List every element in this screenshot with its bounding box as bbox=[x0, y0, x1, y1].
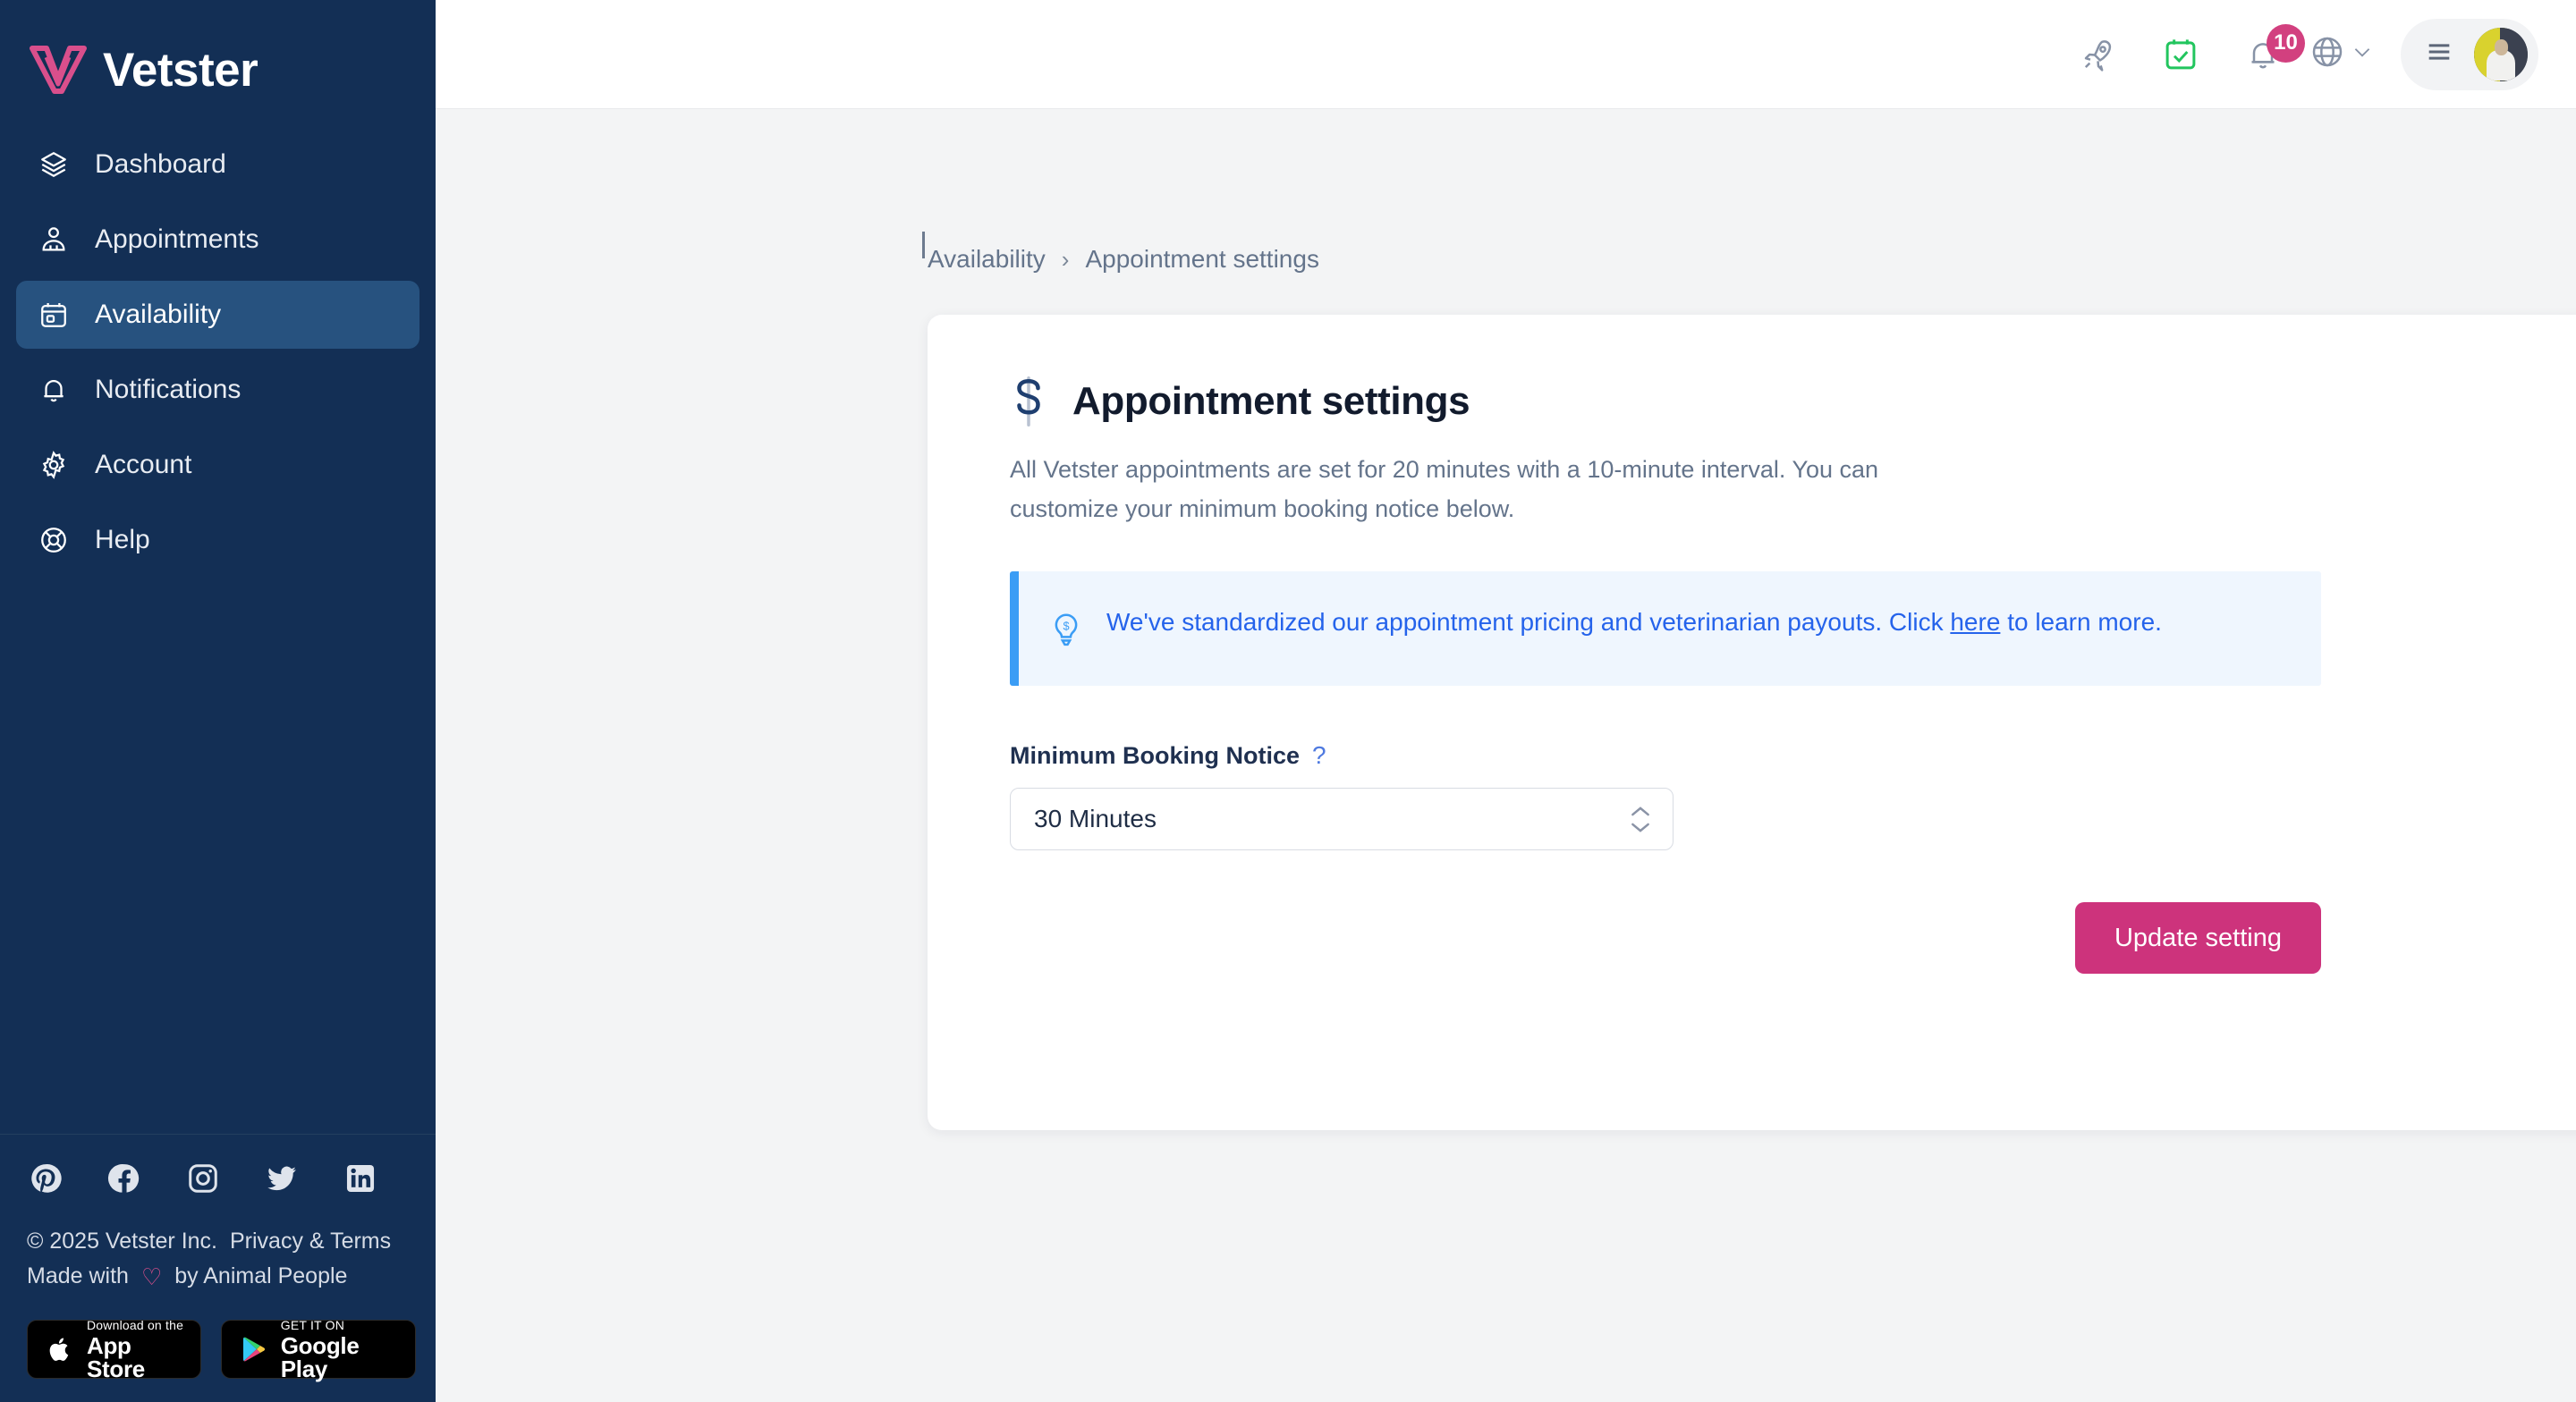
layers-icon bbox=[36, 147, 72, 182]
lifebuoy-icon bbox=[36, 522, 72, 558]
made-with-prefix: Made with bbox=[27, 1263, 129, 1289]
user-avatar bbox=[2474, 27, 2528, 81]
app-store-button[interactable]: Download on the App Store bbox=[27, 1317, 201, 1382]
facebook-icon[interactable] bbox=[107, 1161, 141, 1195]
banner-text-after: to learn more. bbox=[2007, 608, 2162, 637]
sidebar-item-appointments[interactable]: Appointments bbox=[16, 206, 419, 274]
chevron-down-icon bbox=[2351, 40, 2374, 68]
app-store-large-label: App Store bbox=[87, 1331, 145, 1382]
breadcrumb-clip-mark bbox=[922, 232, 925, 258]
brand-name: Vetster bbox=[103, 43, 258, 97]
instagram-icon[interactable] bbox=[186, 1161, 220, 1195]
calendar-check-icon[interactable] bbox=[2140, 13, 2222, 96]
up-down-chevron-icon bbox=[1630, 806, 1651, 833]
sidebar-item-label: Dashboard bbox=[95, 149, 226, 179]
user-menu-button[interactable] bbox=[2401, 18, 2538, 90]
breadcrumb-separator: › bbox=[1061, 245, 1070, 273]
select-value: 30 Minutes bbox=[1034, 805, 1157, 833]
social-links bbox=[20, 1161, 416, 1195]
heart-icon: ♡ bbox=[140, 1263, 163, 1290]
banner-text-before: We've standardized our appointment prici… bbox=[1106, 608, 1944, 637]
page-title: Appointment settings bbox=[1072, 379, 1470, 423]
calendar-icon bbox=[36, 297, 72, 333]
lightbulb-dollar-icon: $ bbox=[1049, 611, 1083, 652]
sidebar-nav: Dashboard Appointments bbox=[0, 131, 436, 581]
minimum-booking-notice-select[interactable]: 30 Minutes bbox=[1010, 788, 1674, 851]
update-setting-button[interactable]: Update setting bbox=[2074, 902, 2321, 975]
google-play-small-label: GET IT ON bbox=[280, 1317, 345, 1332]
svg-text:$: $ bbox=[1063, 621, 1069, 633]
sidebar-item-label: Account bbox=[95, 450, 192, 479]
rocket-icon[interactable] bbox=[2057, 13, 2140, 96]
breadcrumb-parent[interactable]: Availability bbox=[928, 245, 1046, 273]
sidebar-footer: © 2025 Vetster Inc. Privacy & Terms Made… bbox=[0, 1133, 436, 1402]
apple-icon bbox=[44, 1331, 76, 1367]
breadcrumb-current: Appointment settings bbox=[1085, 245, 1319, 273]
google-play-icon bbox=[238, 1331, 270, 1367]
sidebar-item-label: Help bbox=[95, 525, 150, 554]
footer-legal: © 2025 Vetster Inc. Privacy & Terms Made… bbox=[20, 1224, 416, 1295]
google-play-button[interactable]: GET IT ON Google Play bbox=[220, 1317, 416, 1382]
card-actions: Update setting bbox=[1010, 902, 2321, 975]
sidebar-item-dashboard[interactable]: Dashboard bbox=[16, 131, 419, 198]
app-store-small-label: Download on the bbox=[87, 1317, 184, 1332]
banner-here-link[interactable]: here bbox=[1950, 608, 2001, 637]
sidebar-item-label: Notifications bbox=[95, 375, 242, 404]
sidebar-item-account[interactable]: Account bbox=[16, 431, 419, 499]
twitter-icon[interactable] bbox=[265, 1161, 299, 1195]
sidebar: Vetster Dashboard bbox=[0, 0, 436, 1402]
card-description: All Vetster appointments are set for 20 … bbox=[1010, 456, 1879, 522]
breadcrumb: Availability › Appointment settings bbox=[436, 109, 2576, 273]
hamburger-menu-icon bbox=[2424, 37, 2454, 72]
linkedin-icon[interactable] bbox=[343, 1161, 377, 1195]
info-banner-text: We've standardized our appointment prici… bbox=[1106, 604, 2162, 642]
gear-icon bbox=[36, 447, 72, 483]
pinterest-icon[interactable] bbox=[29, 1161, 63, 1195]
sidebar-item-label: Appointments bbox=[95, 224, 259, 254]
privacy-terms-link[interactable]: Privacy & Terms bbox=[230, 1228, 392, 1254]
info-banner: $ We've standardized our appointment pri… bbox=[1010, 571, 2321, 687]
brand-logo[interactable]: Vetster bbox=[0, 0, 436, 114]
top-header: 10 bbox=[436, 0, 2576, 109]
main-area: 10 bbox=[436, 0, 2576, 1402]
bell-icon bbox=[36, 372, 72, 408]
dollar-sign-icon bbox=[1010, 374, 1047, 429]
google-play-large-label: Google Play bbox=[280, 1331, 360, 1382]
sidebar-item-label: Availability bbox=[95, 300, 222, 329]
question-mark-icon[interactable]: ? bbox=[1312, 741, 1326, 770]
sidebar-item-notifications[interactable]: Notifications bbox=[16, 356, 419, 424]
app-store-badges: Download on the App Store bbox=[20, 1317, 416, 1382]
notifications-bell-icon[interactable]: 10 bbox=[2222, 13, 2305, 96]
globe-icon bbox=[2309, 34, 2345, 74]
notification-badge: 10 bbox=[2267, 23, 2305, 63]
card-header: Appointment settings bbox=[1010, 374, 2576, 429]
language-selector[interactable] bbox=[2309, 34, 2374, 74]
user-desk-icon bbox=[36, 222, 72, 258]
vetster-v-logo-icon bbox=[29, 45, 88, 95]
minimum-booking-notice-label-row: Minimum Booking Notice ? bbox=[1010, 741, 2576, 770]
sidebar-item-help[interactable]: Help bbox=[16, 506, 419, 574]
made-with-suffix: by Animal People bbox=[174, 1263, 348, 1289]
copyright-text: © 2025 Vetster Inc. bbox=[27, 1228, 217, 1254]
sidebar-item-availability[interactable]: Availability bbox=[16, 281, 419, 349]
field-label: Minimum Booking Notice bbox=[1010, 741, 1300, 769]
appointment-settings-card: Appointment settings All Vetster appoint… bbox=[928, 315, 2576, 1130]
